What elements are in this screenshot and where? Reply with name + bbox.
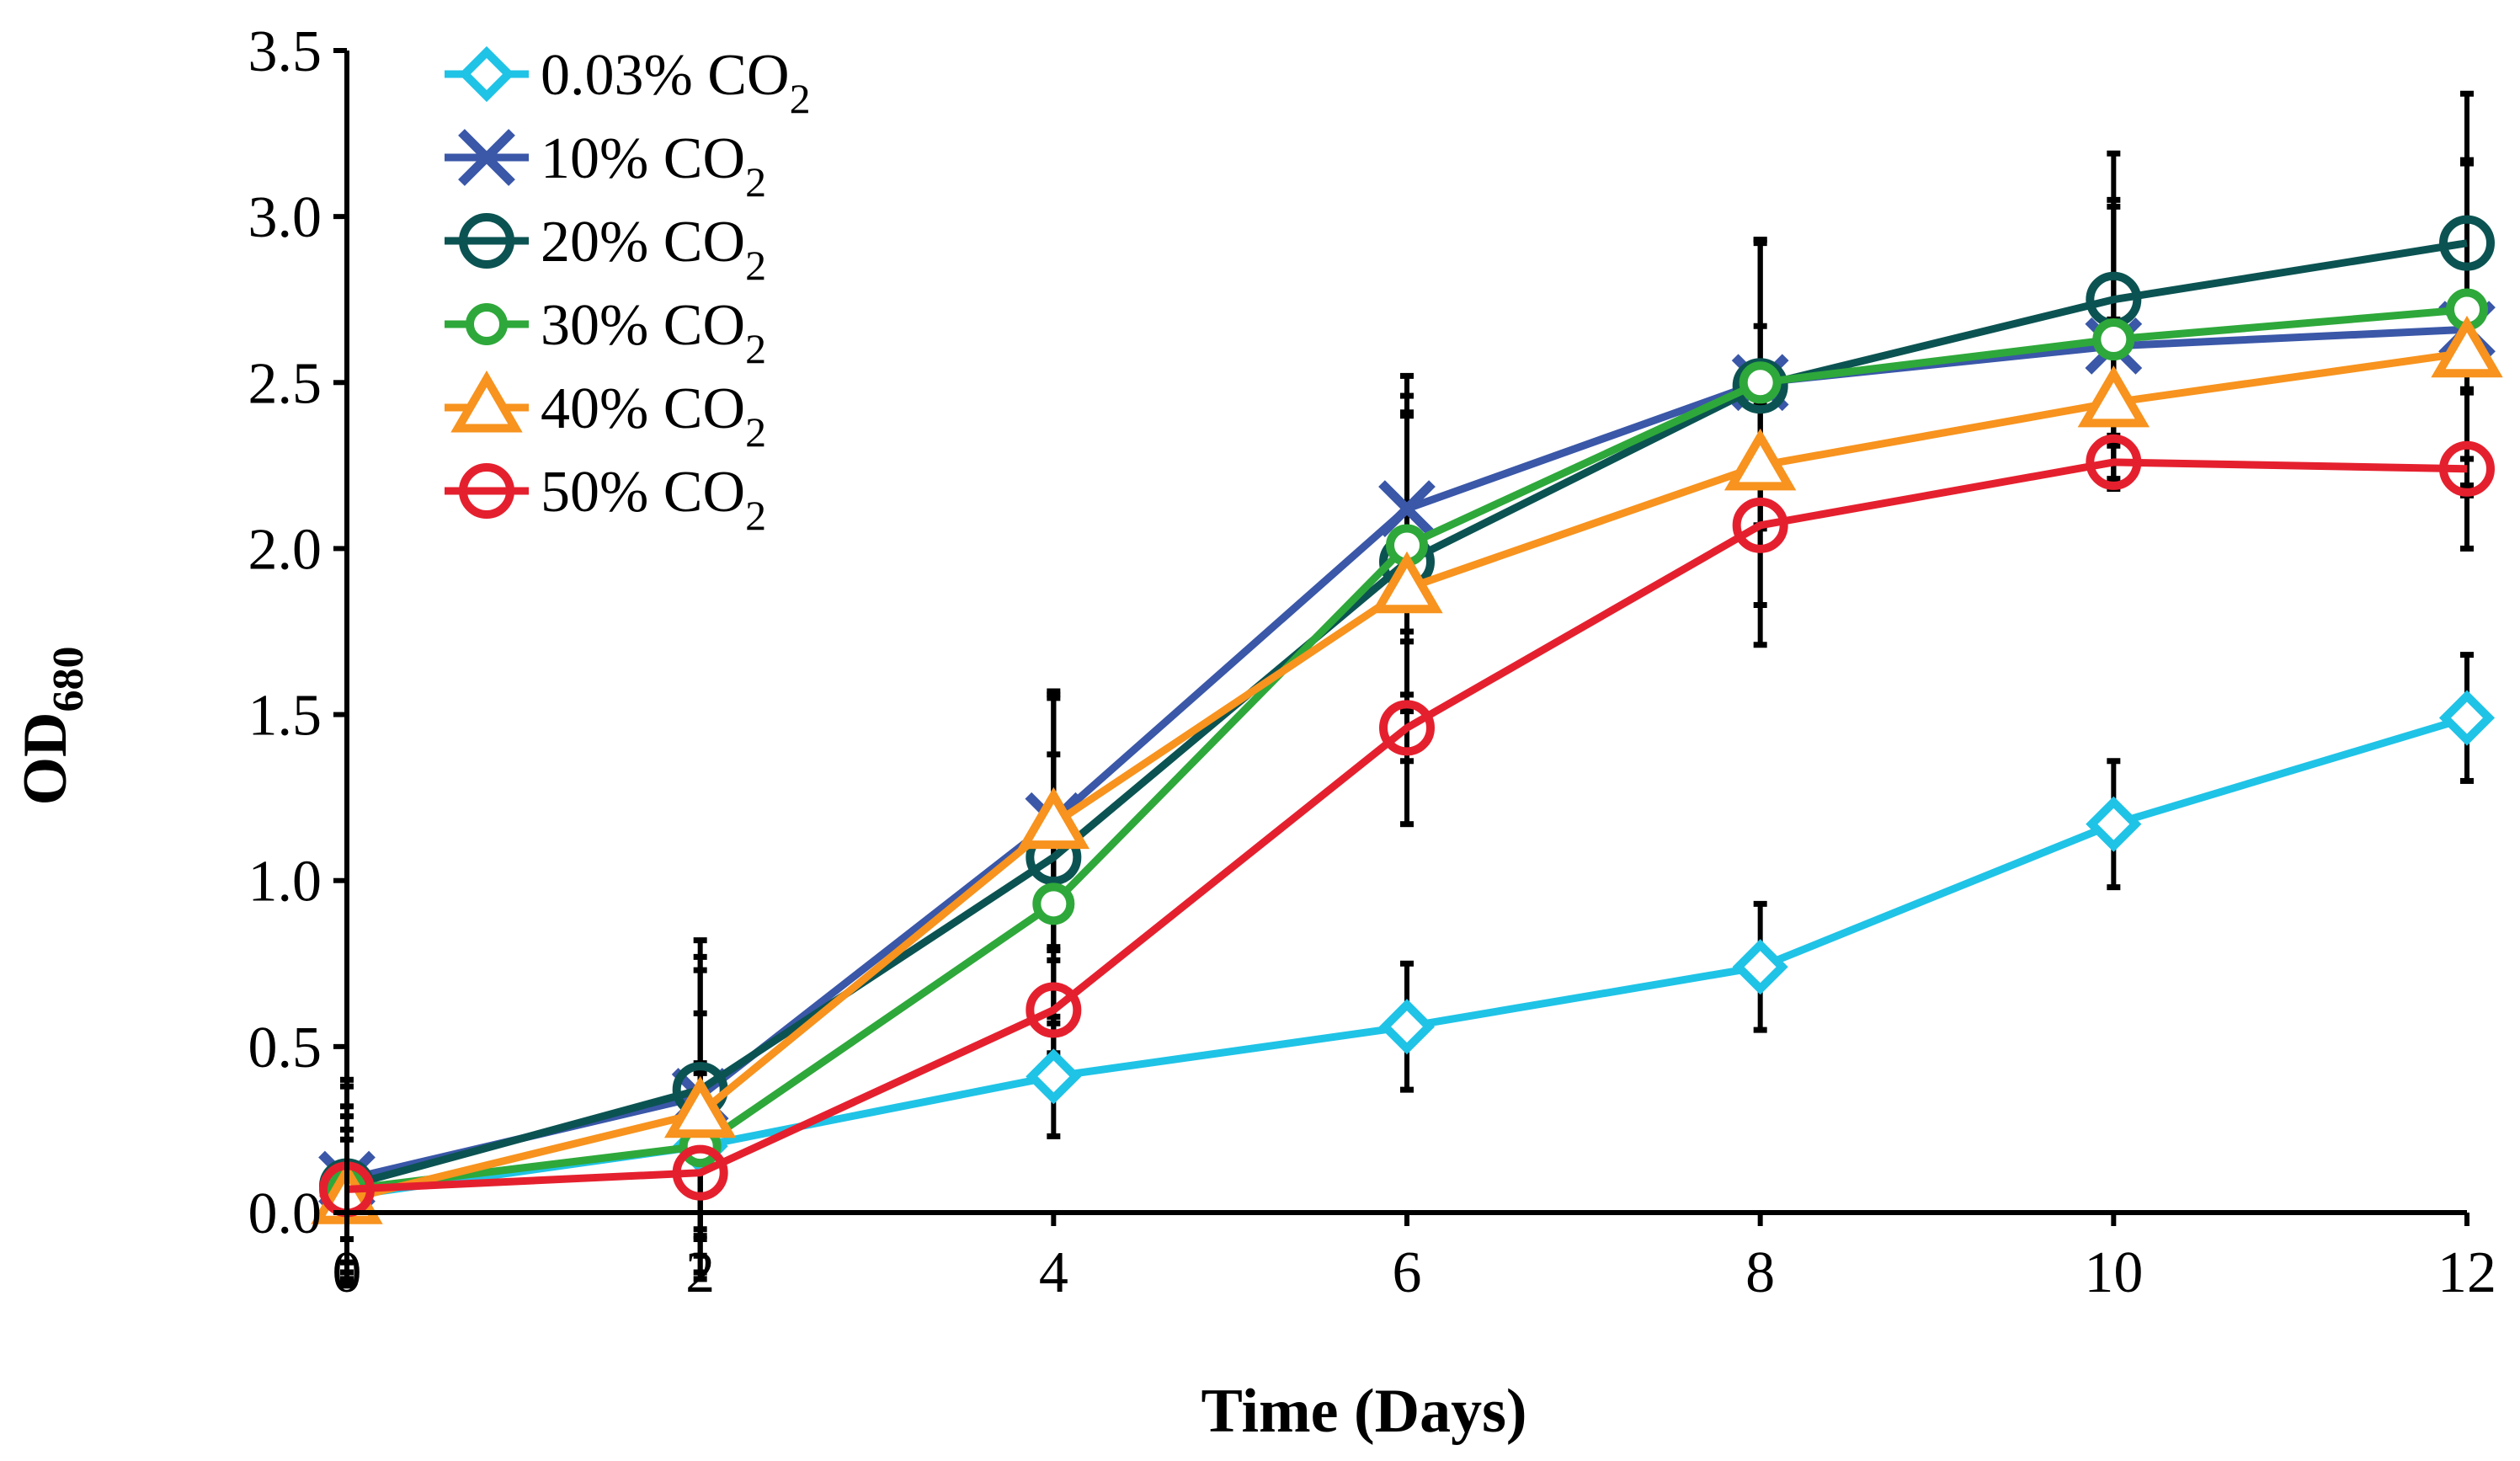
data-point [663, 1075, 737, 1138]
data-point [1378, 480, 1436, 538]
data-point [2439, 440, 2495, 497]
data-point [1732, 497, 1788, 553]
legend-label: 20% CO2 [541, 210, 766, 289]
legend-marker [459, 463, 514, 519]
data-point [2438, 690, 2496, 746]
data-point [1026, 1048, 1082, 1105]
data-point [2086, 434, 2142, 490]
legend-marker [459, 213, 514, 269]
legend-label: 30% CO2 [541, 293, 766, 372]
data-point [1371, 551, 1443, 614]
legend-item: 20% CO2 [445, 210, 766, 289]
legend-item: 30% CO2 [445, 293, 766, 372]
x-tick-label: 6 [1393, 1240, 1422, 1305]
data-point [2077, 365, 2150, 428]
series-50-co2 [319, 434, 2495, 1218]
series-line [346, 458, 2468, 1193]
y-axis-title: OD680 [11, 647, 93, 806]
data-point [2092, 318, 2135, 361]
x-axis-title: Time (Days) [1201, 1377, 1526, 1446]
data-point [2439, 215, 2495, 271]
x-tick-label: 8 [1745, 1240, 1775, 1305]
y-axis-title-subscript: 680 [45, 647, 93, 712]
y-tick-label: 2.0 [248, 517, 322, 582]
y-tick-label: 1.0 [248, 850, 322, 914]
y-axis-title-base: OD [11, 712, 80, 806]
x-tick-label: 10 [2084, 1240, 2143, 1305]
x-tick-label: 12 [2437, 1240, 2496, 1305]
series-layer [311, 215, 2503, 1224]
legend-label: 40% CO2 [541, 376, 766, 456]
data-point [1739, 361, 1782, 404]
legend-label: 10% CO2 [541, 126, 766, 205]
y-tick-label: 1.5 [248, 684, 322, 749]
data-point [1379, 700, 1435, 756]
x-tick-label: 2 [685, 1240, 715, 1305]
data-point [1724, 428, 1797, 491]
data-point [1017, 786, 1090, 850]
y-tick-label: 2.5 [248, 351, 322, 416]
series-40-co2 [311, 315, 2503, 1224]
data-point [672, 1144, 728, 1201]
axes-layer: 0.0 0.5 1.0 1.5 2.0 2.5 3.0 3.5 0 2 4 6 8 10 12 [248, 19, 2497, 1305]
y-tick-label: 3.5 [248, 19, 322, 84]
y-tick-label: 3.0 [248, 185, 322, 250]
data-point [1032, 882, 1075, 925]
legend-marker [458, 45, 515, 103]
y-tick-label: 0.0 [248, 1181, 322, 1246]
x-tick-label: 4 [1039, 1240, 1068, 1305]
x-tick-label: 0 [333, 1240, 362, 1305]
data-point [1732, 939, 1788, 995]
legend-label: 0.03% CO2 [541, 43, 811, 122]
data-point [2431, 315, 2503, 378]
y-tick-label: 0.5 [248, 1016, 322, 1080]
data-point [1378, 999, 1436, 1055]
legend-marker [466, 303, 508, 345]
legend-item: 40% CO2 [445, 371, 766, 456]
legend-item: 50% CO2 [445, 460, 766, 539]
data-point [1026, 982, 1082, 1038]
legend-item: 10% CO2 [445, 126, 766, 205]
legend-item: 0.03% CO2 [445, 43, 811, 122]
legend-label: 50% CO2 [541, 460, 766, 539]
legend-marker [450, 371, 523, 433]
data-point [2086, 796, 2142, 852]
legend-marker [458, 129, 515, 186]
